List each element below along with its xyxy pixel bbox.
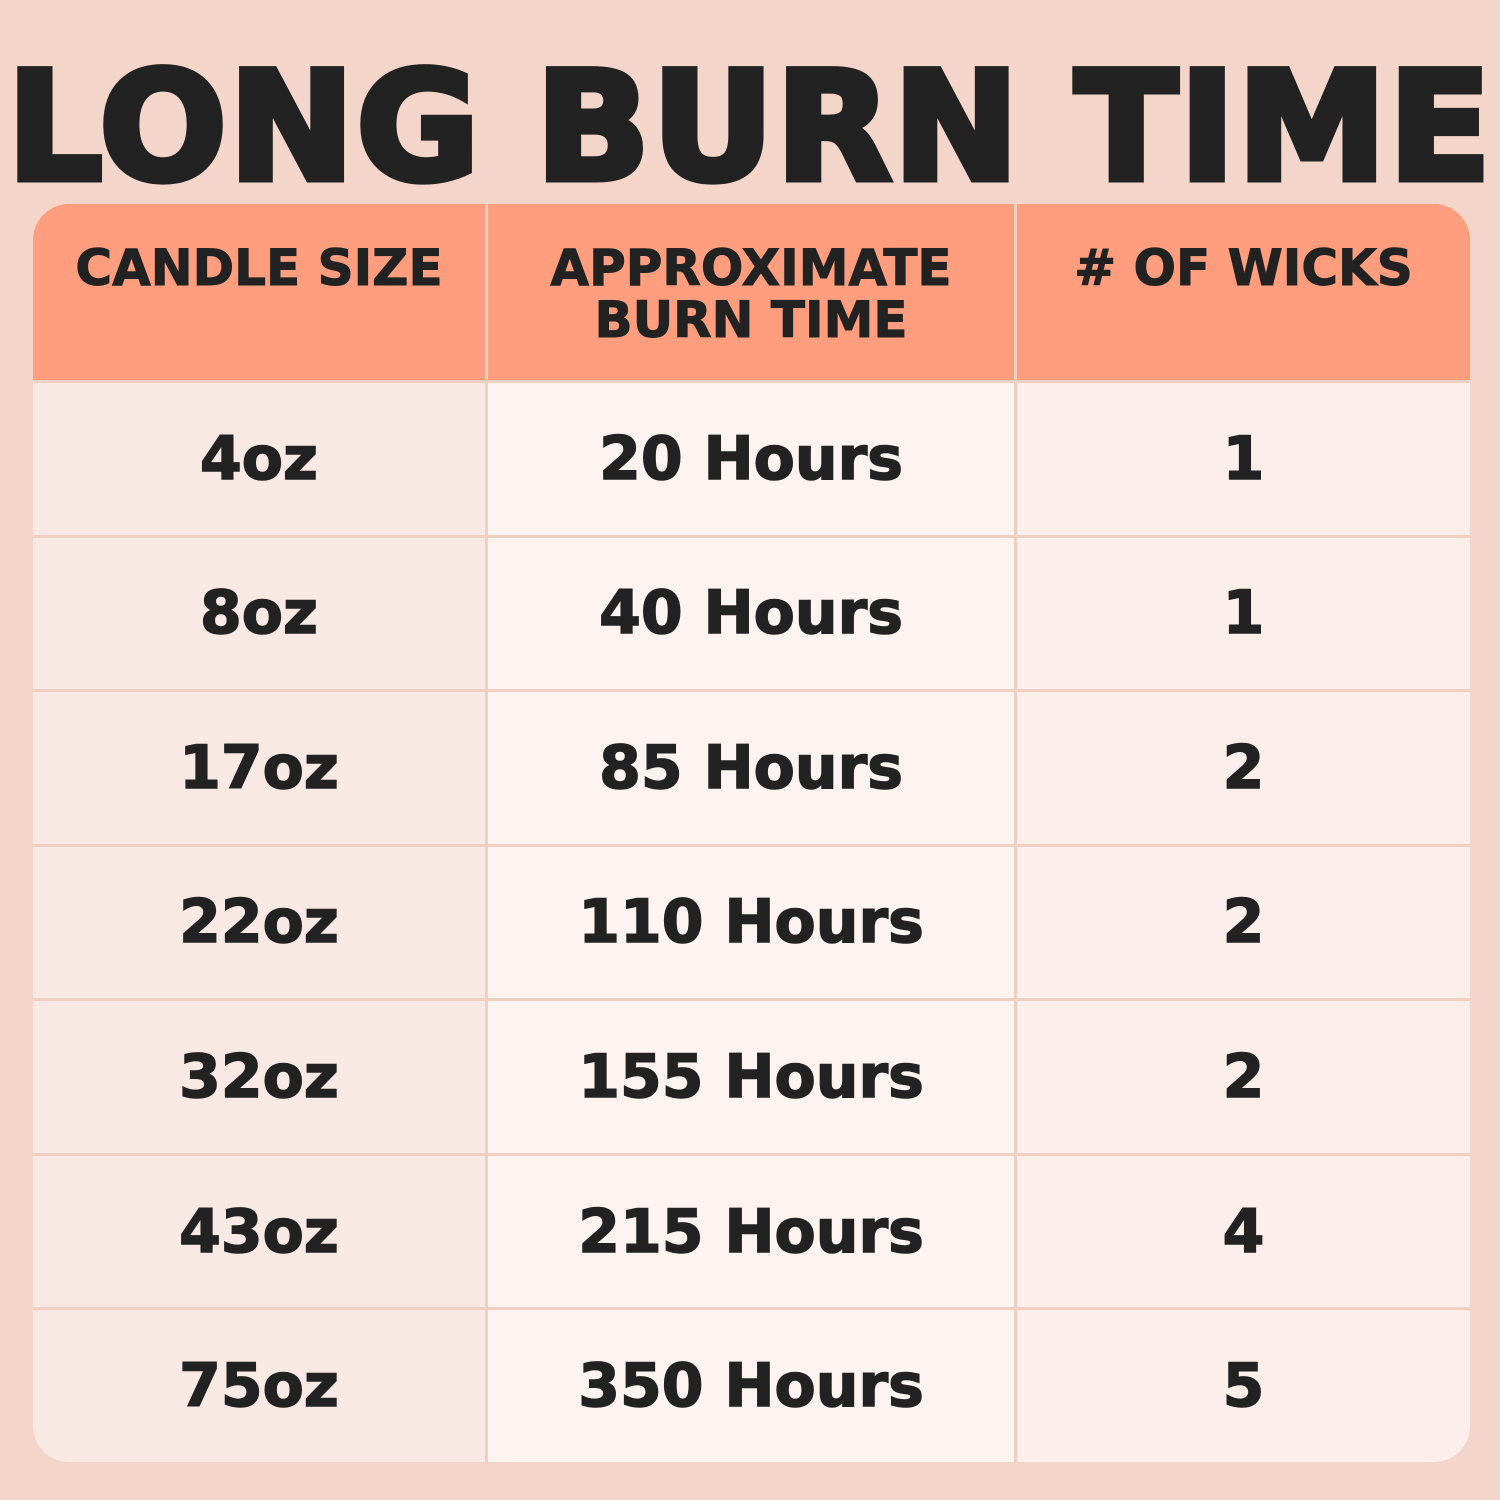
cell-burn-time: 20 Hours [488,383,1014,535]
cell-burn-time: 40 Hours [488,537,1014,690]
page-title: LONG BURN TIME [4,41,1495,215]
cell-wicks: 2 [1017,1001,1470,1153]
cell-wicks: 2 [1017,692,1470,844]
cell-wicks: 1 [1017,537,1470,690]
header-wicks: # OF WICKS [1017,204,1470,380]
header-burn-time: APPROXIMATE BURN TIME [488,204,1014,380]
cell-wicks: 4 [1017,1155,1470,1308]
cell-candle-size: 32oz [33,1001,485,1153]
header-candle-size: CANDLE SIZE [33,204,485,380]
cell-candle-size: 4oz [33,383,485,535]
cell-wicks: 1 [1017,383,1470,535]
cell-candle-size: 17oz [33,692,485,844]
cell-candle-size: 22oz [33,846,485,999]
cell-wicks: 5 [1017,1310,1470,1462]
cell-burn-time: 155 Hours [488,1001,1014,1153]
cell-candle-size: 43oz [33,1155,485,1308]
cell-burn-time: 85 Hours [488,692,1014,844]
cell-burn-time: 215 Hours [488,1155,1014,1308]
cell-burn-time: 350 Hours [488,1310,1014,1462]
cell-candle-size: 8oz [33,537,485,690]
burn-time-table: CANDLE SIZE APPROXIMATE BURN TIME # OF W… [33,204,1470,1462]
cell-burn-time: 110 Hours [488,846,1014,999]
cell-candle-size: 75oz [33,1310,485,1462]
cell-wicks: 2 [1017,846,1470,999]
